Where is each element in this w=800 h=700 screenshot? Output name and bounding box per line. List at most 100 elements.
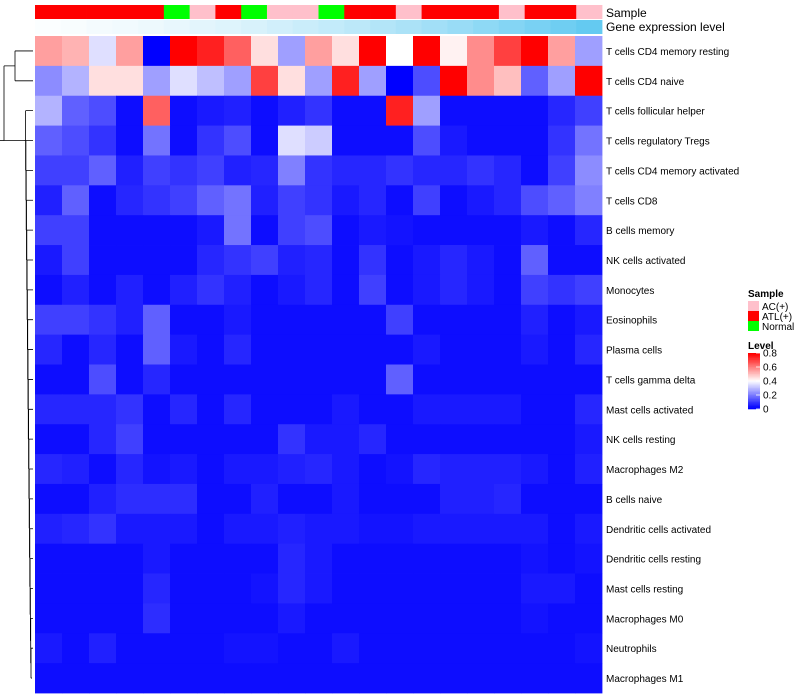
heatmap-cell xyxy=(494,424,522,455)
row-label: NK cells resting xyxy=(606,435,675,446)
heatmap-cell xyxy=(116,185,144,216)
heatmap-cell xyxy=(224,215,252,246)
heatmap-cell xyxy=(305,603,333,634)
heatmap-cell xyxy=(35,245,63,276)
heatmap-cell xyxy=(62,483,90,515)
heatmap-cell xyxy=(251,185,279,216)
heatmap-cell xyxy=(35,185,63,216)
heatmap-cell xyxy=(359,573,387,604)
heatmap-cell xyxy=(575,543,603,574)
expression-track-cell xyxy=(576,20,603,34)
heatmap-cell xyxy=(332,95,360,126)
heatmap-cell xyxy=(224,95,252,126)
heatmap-cell xyxy=(170,36,198,67)
heatmap-cell xyxy=(413,364,441,395)
heatmap-cell xyxy=(143,155,171,186)
heatmap-cell xyxy=(278,274,306,306)
heatmap-cell xyxy=(548,454,576,485)
row-label: Macrophages M0 xyxy=(606,614,684,625)
expression-track-cell xyxy=(292,20,319,34)
sample-track-cell xyxy=(189,5,216,19)
sample-track-cell xyxy=(86,5,113,19)
heatmap-cell xyxy=(62,65,90,97)
heatmap-cell xyxy=(440,663,468,694)
heatmap-cell xyxy=(305,424,333,455)
heatmap-cell xyxy=(521,424,549,455)
heatmap-cell xyxy=(305,274,333,306)
heatmap-cell xyxy=(359,215,387,246)
heatmap-cell xyxy=(278,663,306,694)
heatmap-cell xyxy=(305,483,333,515)
heatmap-cell xyxy=(575,663,603,694)
heatmap-cell xyxy=(35,274,63,306)
heatmap-cell xyxy=(386,573,414,604)
heatmap-cell xyxy=(359,304,387,336)
heatmap-cell xyxy=(62,125,90,156)
level-legend-gradient-step xyxy=(748,404,760,407)
heatmap-cell xyxy=(386,543,414,574)
level-legend-gradient-step xyxy=(748,386,760,389)
heatmap-cell xyxy=(332,215,360,246)
heatmap-cell xyxy=(89,274,117,306)
heatmap-cell xyxy=(494,603,522,634)
heatmap-cell xyxy=(143,483,171,515)
heatmap-cell xyxy=(143,424,171,455)
heatmap-cell xyxy=(116,155,144,186)
level-legend-gradient-step xyxy=(748,385,760,387)
heatmap-cell xyxy=(386,65,414,97)
heatmap-cell xyxy=(386,364,414,395)
heatmap-cell xyxy=(251,633,279,664)
heatmap-cell xyxy=(386,155,414,186)
heatmap-cell xyxy=(467,603,495,634)
heatmap-cell xyxy=(278,155,306,186)
heatmap-cell xyxy=(143,125,171,156)
heatmap-cell xyxy=(305,185,333,216)
expression-track-cell xyxy=(395,20,422,34)
heatmap-cell xyxy=(35,633,63,664)
heatmap-cell xyxy=(548,394,576,425)
sample-legend-title: Sample xyxy=(748,289,784,300)
heatmap-cell xyxy=(548,334,576,365)
level-legend-gradient-step xyxy=(748,407,760,410)
level-legend-gradient-step xyxy=(748,399,760,401)
heatmap-cell xyxy=(467,573,495,604)
row-label: Neutrophils xyxy=(606,644,657,655)
heatmap-cell xyxy=(116,663,144,694)
heatmap-cell xyxy=(251,603,279,634)
heatmap-cell xyxy=(35,543,63,574)
heatmap-cell xyxy=(224,663,252,694)
heatmap-cell xyxy=(467,483,495,515)
row-label: T cells follicular helper xyxy=(606,107,705,118)
heatmap-cell xyxy=(413,633,441,664)
heatmap-cell xyxy=(278,36,306,67)
heatmap-cell xyxy=(62,274,90,306)
heatmap-cell xyxy=(116,364,144,395)
heatmap-cell xyxy=(89,185,117,216)
heatmap-cell xyxy=(548,185,576,216)
sample-track-cell xyxy=(215,5,242,19)
heatmap-cell xyxy=(467,125,495,156)
heatmap-cell xyxy=(548,483,576,515)
heatmap-cell xyxy=(386,274,414,306)
heatmap-cell xyxy=(494,573,522,604)
level-legend-gradient-step xyxy=(748,358,760,361)
level-legend-gradient-step xyxy=(748,376,760,379)
level-legend-gradient-step xyxy=(748,355,760,358)
heatmap-cell xyxy=(332,513,360,545)
heatmap-cell xyxy=(521,125,549,156)
heatmap-cell xyxy=(359,36,387,67)
heatmap-cell xyxy=(197,245,225,276)
sample-track-cell xyxy=(292,5,319,19)
heatmap-cell xyxy=(332,603,360,634)
heatmap-cell xyxy=(359,513,387,545)
heatmap-cell xyxy=(224,36,252,67)
heatmap-cell xyxy=(143,95,171,126)
heatmap-cell xyxy=(305,215,333,246)
level-legend-tick-label: 0.4 xyxy=(763,377,777,388)
heatmap-cell xyxy=(224,633,252,664)
heatmap-cell xyxy=(170,65,198,97)
heatmap-cell xyxy=(494,36,522,67)
heatmap-cell xyxy=(521,274,549,306)
heatmap-cell xyxy=(251,513,279,545)
